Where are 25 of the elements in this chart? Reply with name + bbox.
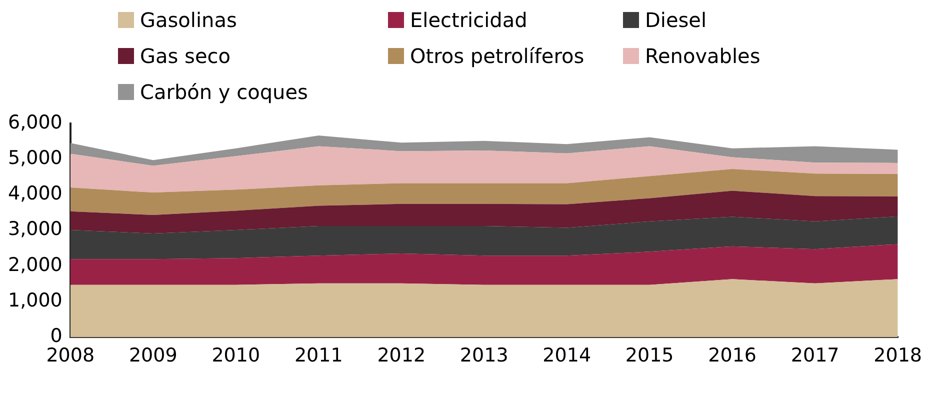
y-tick-label: 6,000 <box>8 111 62 134</box>
y-tick-label: 4,000 <box>8 182 62 205</box>
x-tick-label: 2010 <box>212 344 260 367</box>
x-tick-label: 2013 <box>460 344 508 367</box>
y-tick-label: 3,000 <box>8 218 62 240</box>
x-tick-label: 2011 <box>294 344 343 367</box>
y-tick-label: 2,000 <box>8 254 62 276</box>
x-tick-label: 2014 <box>542 344 592 367</box>
y-tick-label: 5,000 <box>8 146 62 169</box>
y-tick-label: 0 <box>50 325 62 348</box>
legend-label: Diesel <box>645 8 707 32</box>
legend-label: Otros petrolíferos <box>410 44 584 68</box>
legend-label: Gas seco <box>140 44 230 68</box>
x-tick-label: 2017 <box>790 344 840 367</box>
x-tick-label: 2012 <box>377 344 426 367</box>
legend-label: Electricidad <box>410 8 528 32</box>
x-tick-label: 2018 <box>874 344 922 367</box>
legend-label: Carbón y coques <box>140 80 308 104</box>
x-tick-label: 2015 <box>625 344 674 367</box>
x-tick-label: 2016 <box>708 344 757 367</box>
legend-label: Renovables <box>645 44 760 68</box>
x-tick-label: 2009 <box>128 344 178 367</box>
x-tick-label: 2008 <box>46 344 95 367</box>
legend-label: Gasolinas <box>140 8 237 32</box>
y-tick-label: 1,000 <box>8 290 62 312</box>
